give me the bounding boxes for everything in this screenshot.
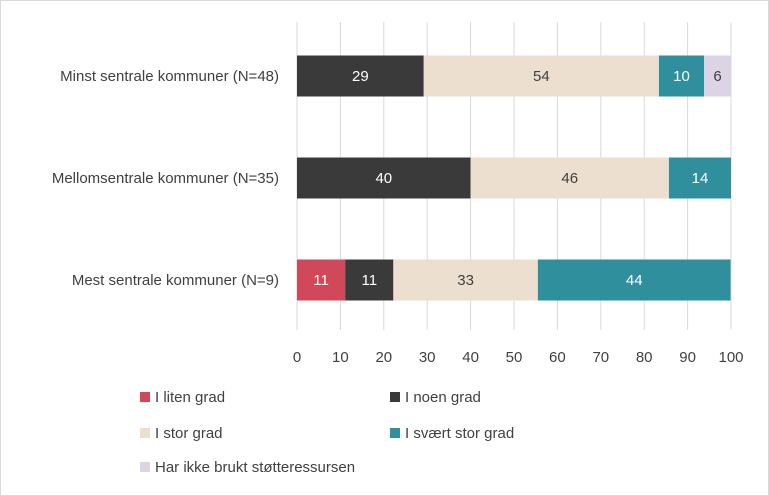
legend-swatch [140,428,150,438]
legend-label: I noen grad [405,389,481,406]
bar-segment [393,259,538,301]
legend-label: I stor grad [155,425,223,442]
x-tick-label: 90 [679,349,696,366]
x-tick-label: 40 [462,349,479,366]
data-label: 46 [561,170,578,187]
data-label: 11 [361,272,377,289]
category-label: Mest sentrale kommuner (N=9) [72,272,279,289]
legend-swatch [390,392,400,402]
data-label: 11 [313,272,329,289]
x-tick-label: 20 [375,349,392,366]
x-tick-label: 30 [419,349,436,366]
bar-segment [668,157,731,199]
data-label: 29 [352,68,369,85]
data-label: 6 [713,68,721,85]
bar-segment [345,259,394,301]
data-label: 44 [626,272,643,289]
legend-swatch [140,392,150,402]
x-tick-label: 50 [506,349,523,366]
data-label: 33 [457,272,474,289]
bar-segment [297,157,471,199]
bar-segment [423,55,659,97]
bar-segment [704,55,731,97]
x-tick-label: 10 [332,349,349,366]
legend-swatch [140,462,150,472]
x-tick-label: 100 [718,349,743,366]
bar-segment [658,55,705,97]
bar-segment [297,259,346,301]
bar-segment [470,157,669,199]
bar-segment [537,259,731,301]
category-label: Mellomsentrale kommuner (N=35) [52,170,279,187]
x-tick-label: 80 [636,349,653,366]
data-label: 14 [692,170,709,187]
legend-label: I liten grad [155,389,225,406]
x-tick-label: 60 [549,349,566,366]
x-tick-label: 0 [293,349,301,366]
legend-label: Har ikke brukt støtteressursen [155,459,355,476]
data-label: 40 [375,170,392,187]
data-label: 54 [533,68,550,85]
category-label: Minst sentrale kommuner (N=48) [60,68,279,85]
x-tick-label: 70 [592,349,609,366]
data-label: 10 [673,68,690,85]
bar-segment [297,55,424,97]
legend-label: I svært stor grad [405,425,514,442]
legend-swatch [390,428,400,438]
